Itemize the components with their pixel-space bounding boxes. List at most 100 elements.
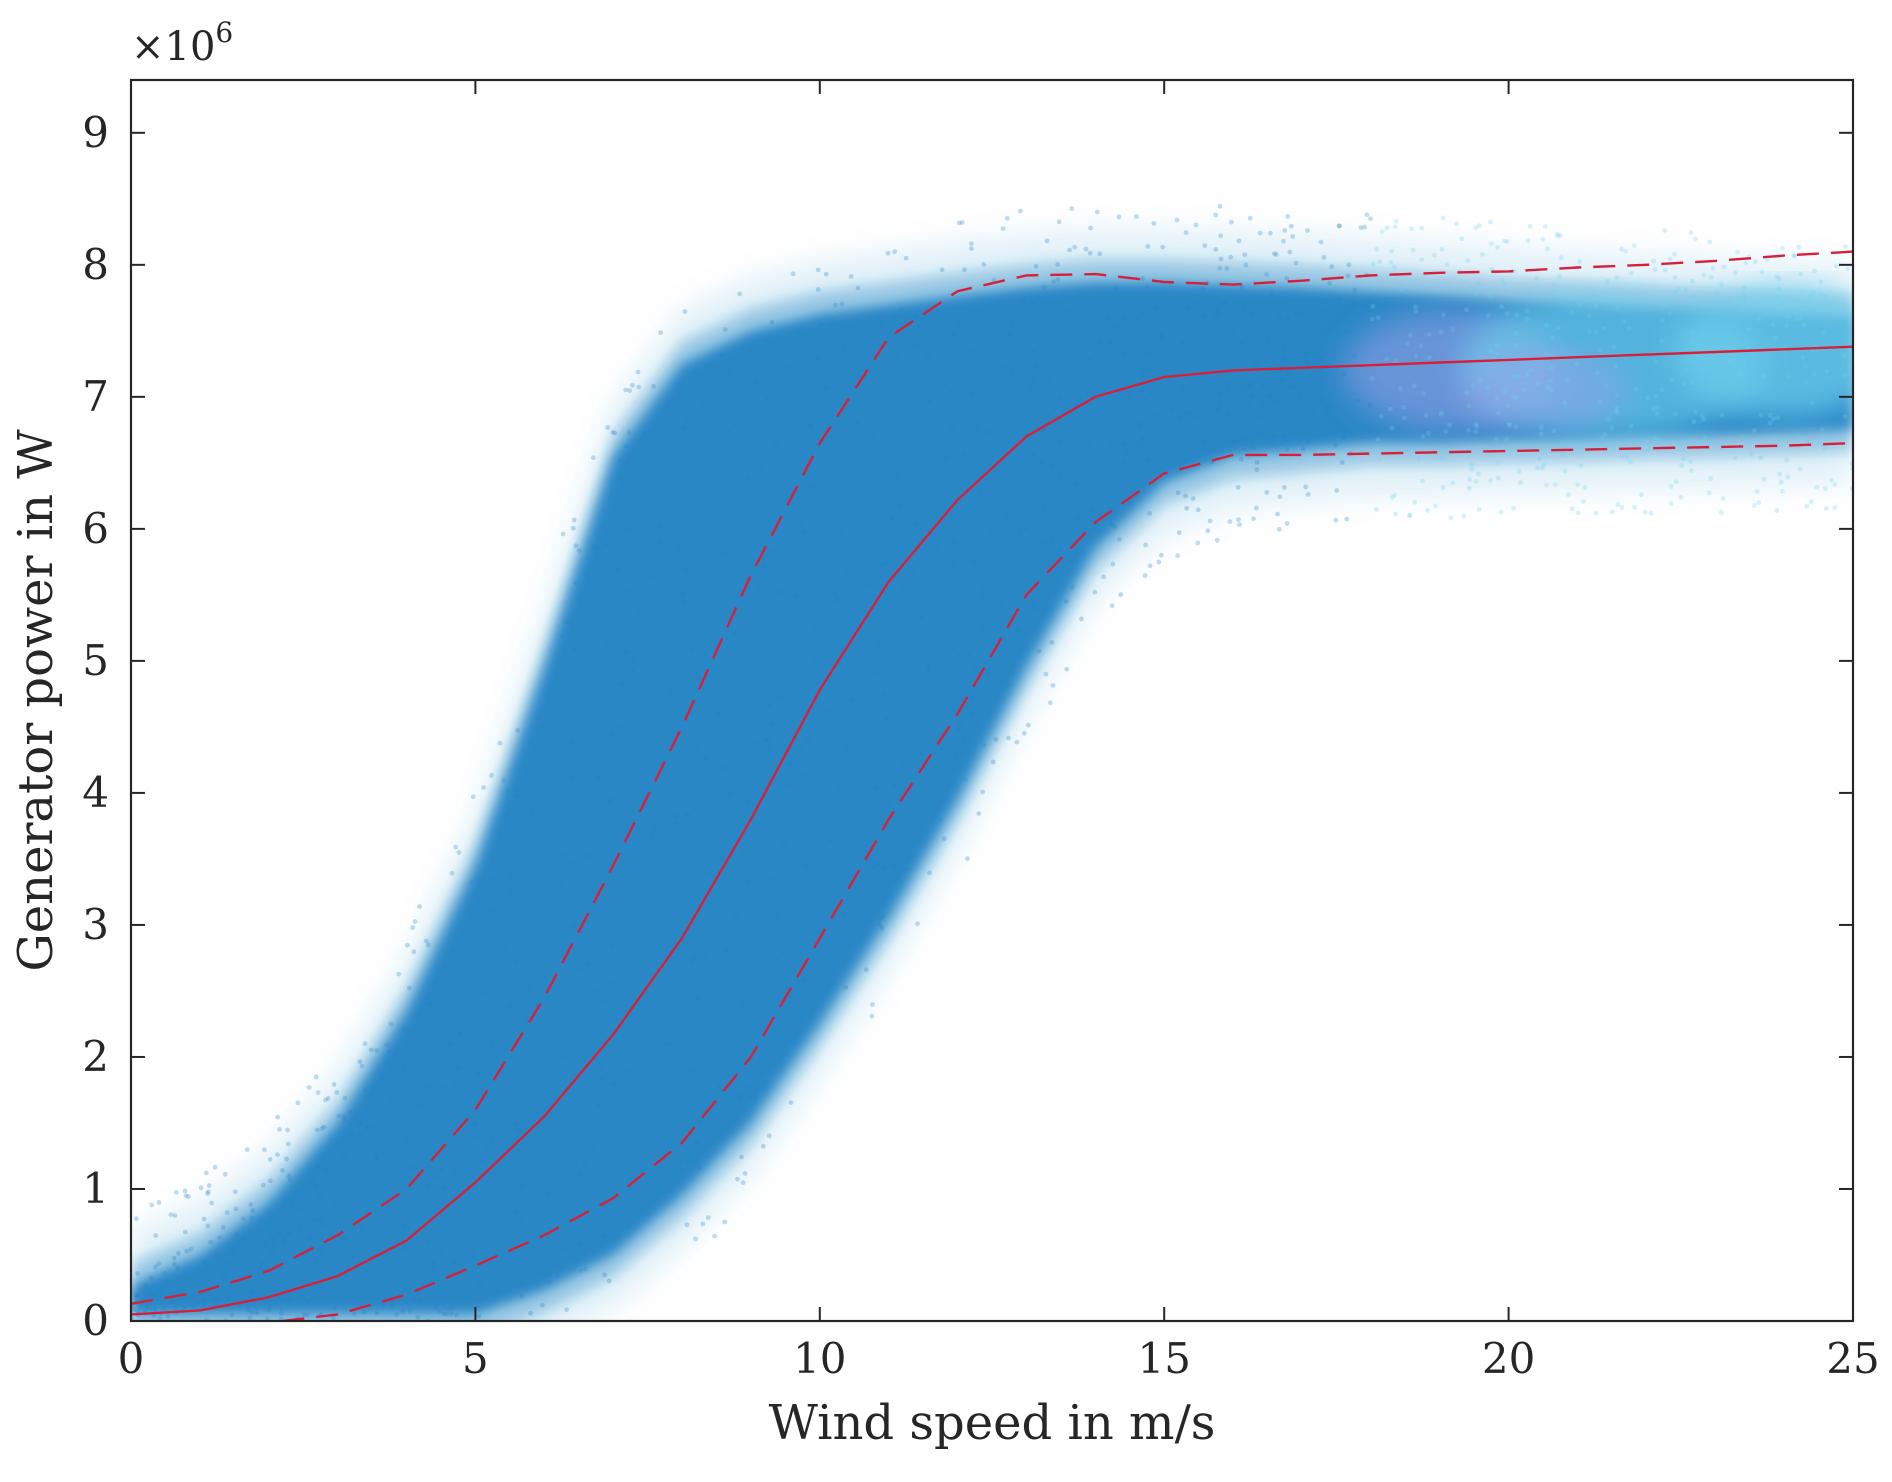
scatter-point	[336, 1113, 342, 1119]
scatter-point	[357, 1301, 363, 1307]
scatter-point	[1303, 484, 1309, 490]
scatter-point	[598, 1064, 604, 1070]
scatter-point	[695, 1140, 700, 1145]
scatter-point	[1284, 447, 1290, 452]
scatter-point	[626, 430, 632, 435]
scatter-point	[1318, 397, 1324, 403]
scatter-point	[1242, 306, 1248, 312]
scatter-point	[728, 792, 733, 797]
scatter-point	[1537, 456, 1542, 462]
scatter-point	[1264, 272, 1269, 277]
scatter-point	[939, 267, 945, 273]
scatter-point	[1217, 203, 1223, 209]
scatter-point	[201, 1260, 207, 1265]
scatter-point	[266, 1307, 272, 1313]
scatter-point	[1237, 522, 1242, 527]
scatter-point	[1362, 224, 1368, 230]
scatter-point	[1105, 314, 1111, 320]
scatter-point	[1138, 444, 1143, 450]
scatter-point	[1176, 416, 1182, 421]
scatter-point	[275, 1114, 280, 1120]
scatter-point	[780, 950, 786, 956]
scatter-point	[658, 330, 663, 335]
scatter-point	[205, 1191, 211, 1196]
scatter-point	[1228, 254, 1233, 260]
scatter-point	[319, 1126, 325, 1132]
scatter-point	[903, 255, 909, 261]
scatter-point	[152, 1306, 158, 1311]
scatter-point	[558, 879, 564, 885]
scatter-point	[1624, 454, 1630, 460]
scatter-point	[1798, 466, 1803, 472]
scatter-point	[1743, 260, 1749, 266]
scatter-point	[726, 836, 731, 842]
scatter-point	[1370, 316, 1375, 322]
scatter-point	[1486, 313, 1492, 318]
scatter-point	[1629, 270, 1634, 276]
scatter-point	[764, 395, 770, 401]
scatter-point	[1735, 249, 1740, 255]
scatter-point	[334, 1090, 340, 1095]
scatter-point	[374, 1048, 380, 1053]
scatter-point	[1574, 361, 1580, 367]
scatter-point	[1298, 394, 1303, 400]
scatter-point	[854, 419, 860, 425]
scatter-point	[898, 503, 904, 509]
scatter-point	[939, 746, 945, 751]
scatter-point	[375, 1155, 380, 1160]
scatter-point	[1785, 474, 1791, 480]
scatter-point	[203, 1170, 209, 1176]
scatter-point	[870, 433, 876, 439]
scatter-point	[1293, 384, 1299, 390]
scatter-point	[242, 1236, 248, 1242]
scatter-point	[374, 1166, 380, 1171]
scatter-point	[760, 1143, 766, 1149]
scatter-point	[1467, 477, 1473, 482]
scatter-point	[1773, 335, 1778, 341]
scatter-point	[441, 1185, 446, 1191]
scatter-point	[702, 955, 708, 960]
scatter-point	[700, 1221, 706, 1227]
scatter-point	[333, 1202, 338, 1208]
scatter-point	[244, 1147, 250, 1153]
scatter-point	[251, 1302, 257, 1308]
scatter-point	[224, 1210, 230, 1215]
scatter-point	[281, 1235, 287, 1241]
scatter-point	[1127, 501, 1132, 506]
scatter-point	[1047, 700, 1053, 706]
scatter-point	[737, 291, 742, 297]
scatter-point	[1775, 415, 1780, 421]
scatter-point	[774, 696, 780, 701]
scatter-point	[762, 737, 768, 743]
scatter-point	[1454, 221, 1459, 227]
scatter-point	[426, 1084, 432, 1090]
scatter-point	[1785, 313, 1790, 319]
scatter-point	[436, 1308, 442, 1314]
scatter-point	[528, 1310, 533, 1316]
scatter-point	[285, 1141, 291, 1147]
scatter-point	[560, 531, 566, 537]
scatter-point	[342, 1095, 348, 1101]
scatter-point	[313, 1074, 319, 1080]
scatter-point	[1146, 366, 1152, 372]
scatter-point	[1557, 233, 1563, 239]
scatter-point	[1555, 325, 1561, 331]
scatter-point	[1514, 344, 1519, 350]
scatter-point	[813, 627, 819, 633]
scatter-point	[419, 1104, 425, 1110]
scatter-point	[773, 440, 779, 446]
scatter-point	[1524, 308, 1530, 314]
scatter-point	[1051, 279, 1056, 285]
scatter-point	[1277, 316, 1282, 321]
scatter-point	[1133, 316, 1139, 322]
scatter-point	[1438, 411, 1444, 417]
scatter-point	[468, 880, 474, 885]
scatter-point	[1380, 445, 1385, 451]
scatter-point	[1741, 360, 1747, 366]
scatter-point	[1384, 356, 1389, 362]
scatter-point	[657, 524, 663, 529]
scatter-point	[1569, 310, 1574, 316]
scatter-points-layer	[131, 203, 1853, 1321]
scatter-point	[739, 1154, 744, 1160]
scatter-point	[962, 267, 967, 273]
